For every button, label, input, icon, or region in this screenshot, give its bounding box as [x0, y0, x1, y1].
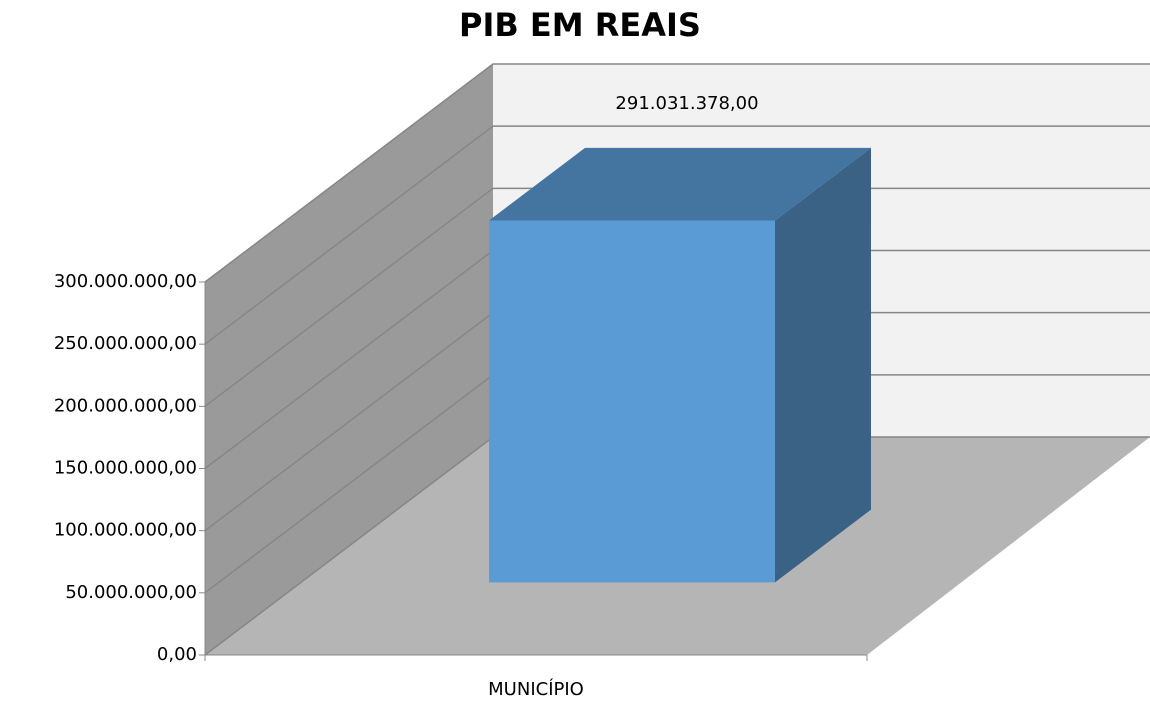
- bar-top: [489, 147, 871, 221]
- x-tick-label: MUNICÍPIO: [488, 678, 584, 700]
- y-tick-label: 250.000.000,00: [54, 333, 197, 354]
- grid-line: [204, 63, 1150, 283]
- bar-side: [774, 147, 871, 583]
- data-label: 291.031.378,00: [615, 93, 758, 114]
- y-tick-label: 300.000.000,00: [54, 271, 197, 292]
- y-tick-label: 200.000.000,00: [54, 395, 197, 416]
- y-tick-label: 50.000.000,00: [65, 582, 197, 603]
- grid-line: [204, 125, 1150, 345]
- y-tick-label: 0,00: [157, 644, 197, 665]
- y-tick-label: 150.000.000,00: [54, 458, 197, 479]
- grid-line: [204, 187, 1150, 407]
- y-tick-label: 100.000.000,00: [54, 520, 197, 541]
- chart-title: PIB EM REAIS: [459, 6, 701, 44]
- bar: [489, 220, 775, 583]
